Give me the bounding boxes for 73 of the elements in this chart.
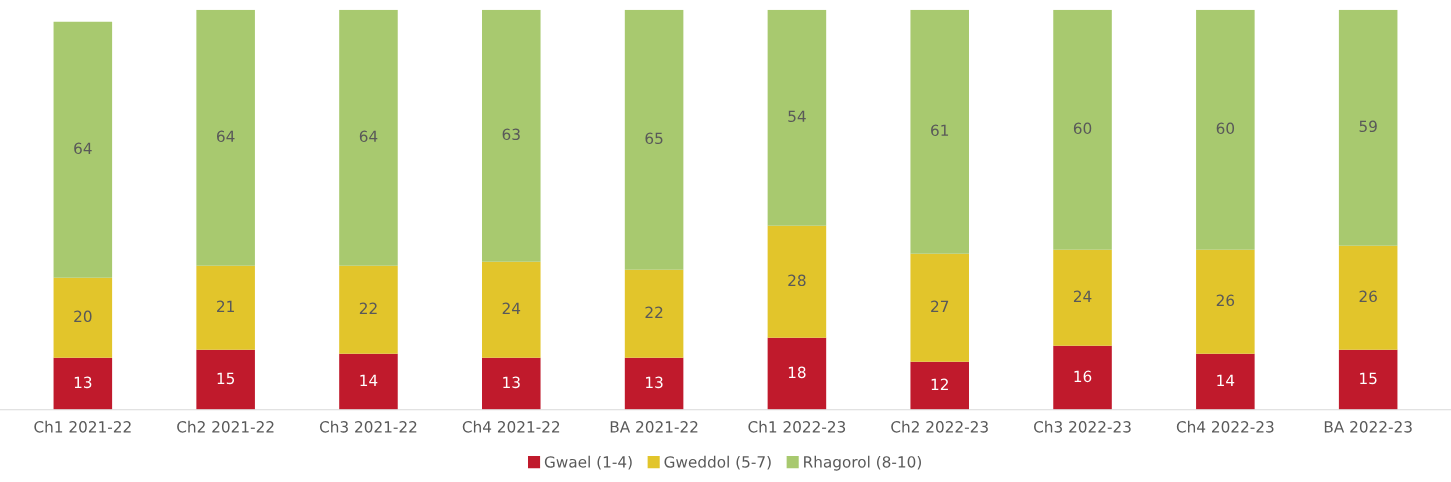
bar [624, 357, 684, 410]
legend-label: Rhagorol (8-10) [804, 455, 921, 471]
x-tick-label: Ch4 2022-23 [1176, 420, 1274, 433]
bar [767, 9, 827, 226]
bar [482, 357, 541, 410]
data-label: 26 [1216, 294, 1235, 307]
data-label: 61 [931, 124, 949, 137]
bar [1196, 9, 1255, 250]
bar [767, 337, 827, 410]
bar [910, 361, 969, 410]
data-label: 22 [359, 302, 377, 314]
bar [53, 21, 113, 278]
data-label: 18 [788, 366, 806, 379]
bar [910, 9, 969, 254]
data-label: 64 [74, 142, 92, 155]
x-tick-label: BA 2021-22 [610, 421, 698, 433]
data-label: 65 [645, 132, 663, 145]
data-label: 12 [931, 378, 948, 390]
bar [910, 253, 969, 362]
bar [624, 9, 684, 270]
legend-label: Gwael (1-4) [544, 455, 632, 470]
x-tick-label: Ch3 2022-23 [1034, 420, 1131, 433]
data-label: 59 [1359, 120, 1377, 133]
bar [1053, 9, 1112, 250]
x-tick-label: Ch2 2021-22 [177, 420, 274, 433]
bar [482, 9, 541, 262]
data-label: 24 [502, 302, 521, 314]
bar [1338, 9, 1398, 246]
bar [624, 269, 684, 358]
x-tick-label: Ch1 2022-23 [748, 420, 846, 433]
bar [1196, 353, 1255, 410]
x-tick-label: BA 2022-23 [1324, 421, 1412, 433]
data-label: 27 [931, 300, 949, 312]
x-tick-label: Ch4 2021-22 [462, 420, 560, 433]
bar [196, 349, 255, 410]
x-tick-label: Ch2 2022-23 [891, 420, 988, 433]
bar [339, 353, 398, 410]
data-label: 60 [1073, 122, 1092, 135]
bar [196, 9, 255, 266]
bar [1196, 249, 1255, 354]
data-label: 13 [503, 376, 520, 389]
bar [339, 9, 398, 266]
data-label: 15 [1360, 372, 1377, 385]
data-label: 28 [788, 274, 806, 287]
bar [1338, 349, 1398, 410]
bar [53, 357, 113, 410]
data-label: 64 [216, 130, 235, 143]
bar [339, 265, 398, 354]
data-label: 15 [217, 372, 235, 385]
data-label: 22 [645, 306, 663, 318]
data-label: 13 [646, 376, 663, 389]
bar [1338, 245, 1398, 350]
bar [1053, 249, 1112, 346]
data-label: 64 [359, 130, 378, 143]
data-label: 21 [217, 300, 234, 312]
data-label: 13 [74, 376, 92, 389]
data-label: 16 [1074, 370, 1092, 383]
data-label: 54 [788, 110, 806, 123]
bar [1053, 345, 1112, 410]
bar [767, 225, 827, 338]
bar [196, 265, 255, 350]
legend-label: Gweddol (5-7) [664, 455, 771, 470]
bar [53, 277, 113, 358]
x-tick-label: Ch1 2021-22 [34, 420, 131, 433]
data-label: 26 [1359, 290, 1377, 303]
data-label: 20 [74, 310, 92, 323]
data-label: 24 [1073, 290, 1092, 302]
bar [482, 261, 541, 358]
data-label: 63 [502, 128, 520, 141]
data-label: 14 [360, 374, 378, 386]
data-label: 14 [1217, 374, 1235, 386]
data-label: 60 [1216, 122, 1235, 135]
x-tick-label: Ch3 2021-22 [319, 420, 417, 433]
